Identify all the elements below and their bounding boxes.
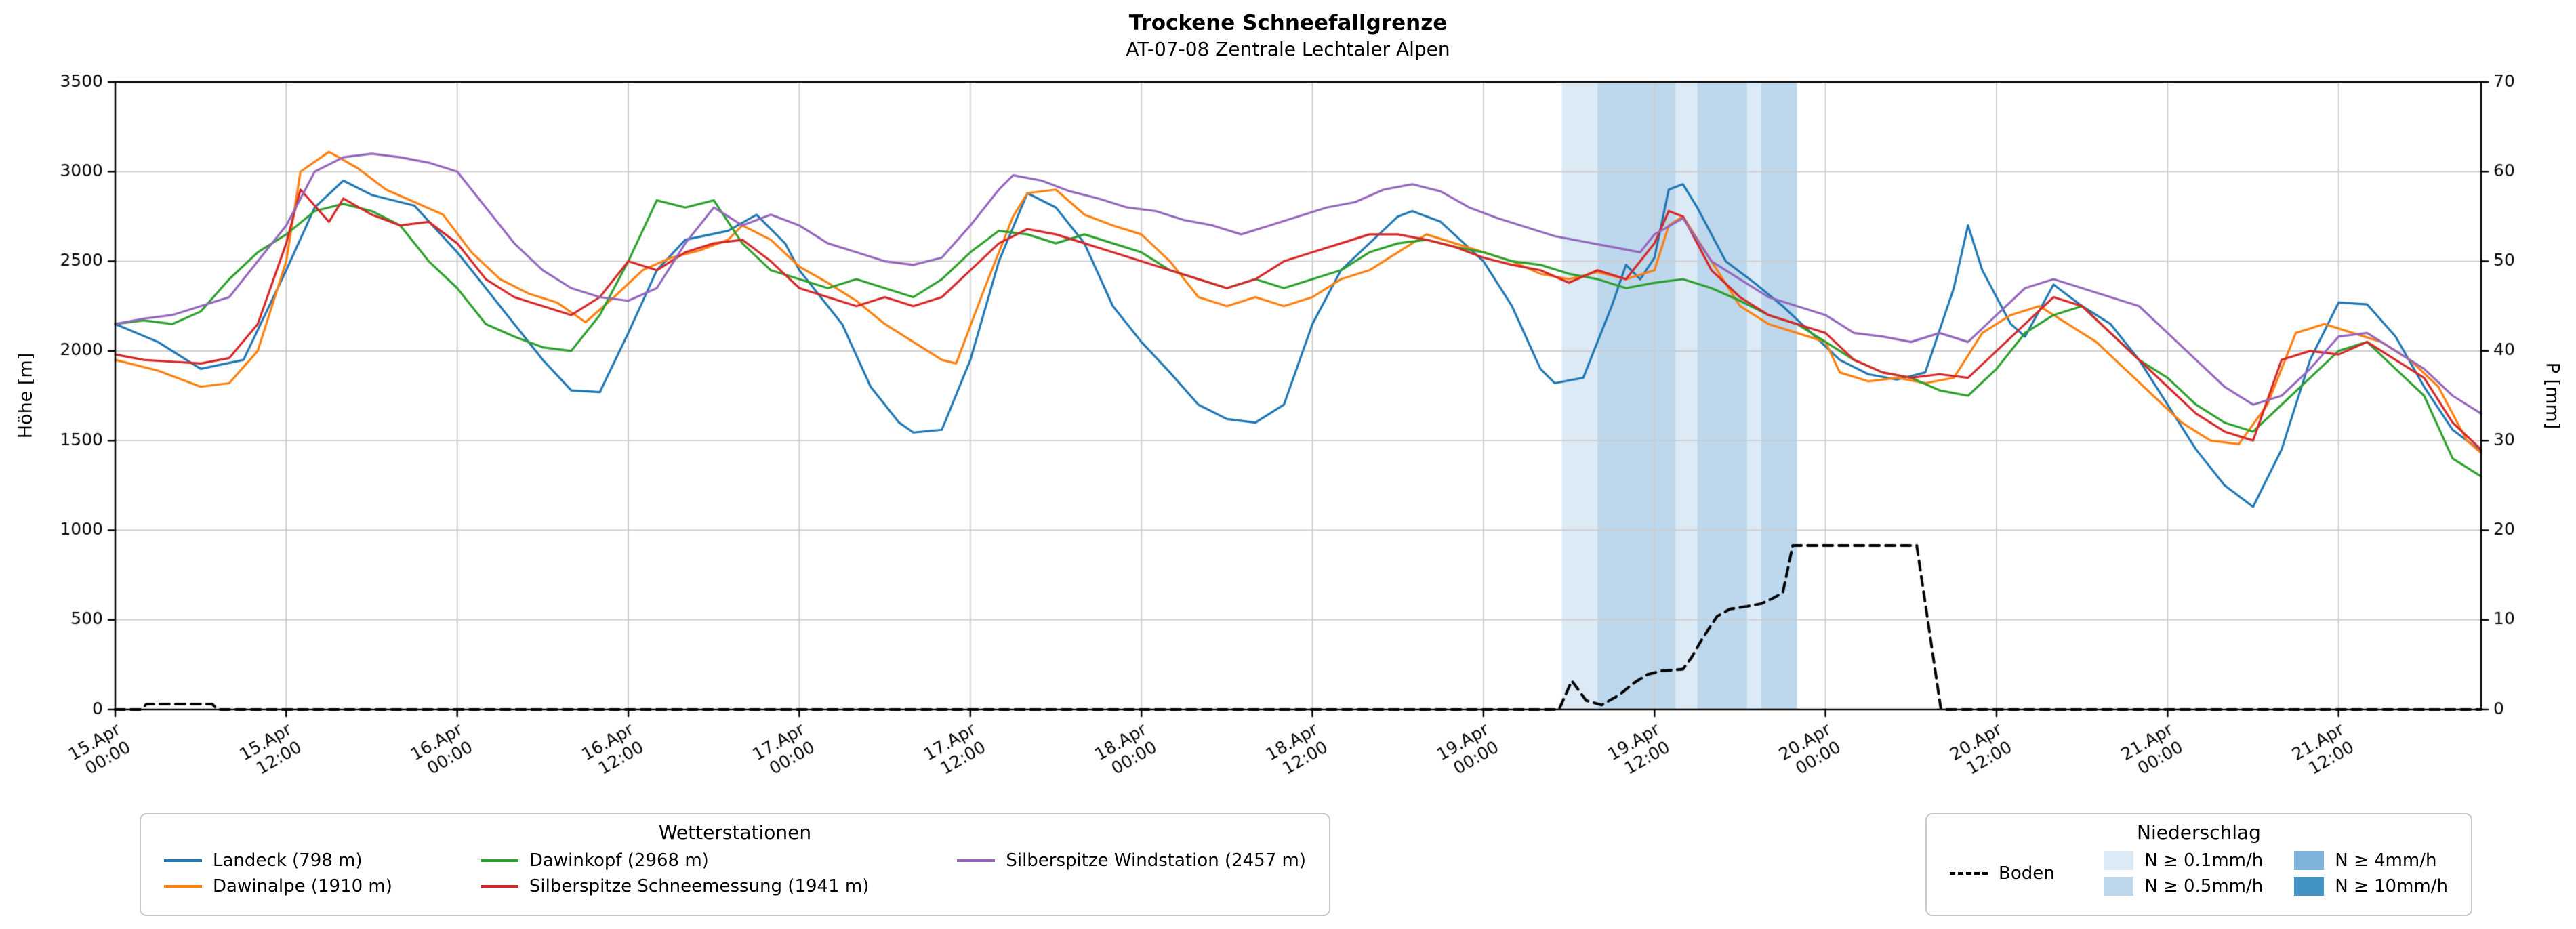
boden-dashed-line-swatch (1950, 872, 1988, 875)
y-axis-label-right: P [mm] (2541, 362, 2563, 430)
legend-wetterstationen: Wetterstationen Landeck (798 m) Dawinalp… (140, 813, 1330, 916)
legend-entry-label: Dawinalpe (1910 m) (213, 876, 392, 896)
legend-entry-label: N ≥ 0.1mm/h (2144, 850, 2264, 871)
legend-entry-landeck: Landeck (798 m) (164, 850, 392, 871)
precip-0.5-swatch (2104, 877, 2134, 896)
legend-niederschlag: Niederschlag Boden N ≥ 0.1mm/h N ≥ 0.5mm… (1925, 813, 2472, 916)
legend-entry-label: Boden (1999, 863, 2055, 884)
legend-entry-label: Dawinkopf (2968 m) (529, 850, 709, 871)
legend-entry-label: Landeck (798 m) (213, 850, 363, 871)
legend-entry-label: N ≥ 4mm/h (2335, 850, 2437, 871)
legend-entry-boden: Boden (1950, 863, 2055, 884)
dawinalpe-line-swatch (164, 885, 202, 888)
legend-entry-dawinkopf: Dawinkopf (2968 m) (480, 850, 869, 871)
legend-entry-precip-0.1: N ≥ 0.1mm/h (2104, 850, 2263, 871)
legend-entry-label: Silberspitze Schneemessung (1941 m) (529, 876, 870, 896)
legend-entry-precip-4: N ≥ 4mm/h (2294, 850, 2448, 871)
legend-wetterstationen-title: Wetterstationen (658, 821, 812, 844)
legend-entry-label: Silberspitze Windstation (2457 m) (1006, 850, 1306, 871)
legend-entry-dawinalpe: Dawinalpe (1910 m) (164, 876, 392, 896)
precip-4-swatch (2294, 851, 2325, 870)
precip-10-swatch (2294, 877, 2325, 896)
precip-intensity-entries: N ≥ 0.1mm/h N ≥ 0.5mm/h N ≥ 4mm/h N ≥ 10… (2104, 850, 2448, 896)
precip-0.1-swatch (2104, 851, 2134, 870)
legend-entry-precip-0.5: N ≥ 0.5mm/h (2104, 876, 2263, 896)
silberspitze-schneemessung-line-swatch (480, 885, 518, 888)
legend-entry-silberspitze-schneemessung: Silberspitze Schneemessung (1941 m) (480, 876, 870, 896)
legend-wetterstationen-entries: Landeck (798 m) Dawinalpe (1910 m) Dawin… (164, 850, 1306, 896)
legend-entry-precip-10: N ≥ 10mm/h (2294, 876, 2448, 896)
legend-entry-label: N ≥ 10mm/h (2335, 876, 2448, 896)
y-axis-label-left: Höhe [m] (15, 352, 37, 439)
legend-niederschlag-title: Niederschlag (2137, 821, 2261, 844)
legend-entry-label: N ≥ 0.5mm/h (2144, 876, 2264, 896)
legend-niederschlag-entries: Boden N ≥ 0.1mm/h N ≥ 0.5mm/h N ≥ 4mm/h (1950, 850, 2448, 896)
landeck-line-swatch (164, 859, 202, 862)
dawinkopf-line-swatch (480, 859, 518, 862)
legend-entry-silberspitze-windstation: Silberspitze Windstation (2457 m) (957, 850, 1306, 871)
silberspitze-windstation-line-swatch (957, 859, 996, 862)
